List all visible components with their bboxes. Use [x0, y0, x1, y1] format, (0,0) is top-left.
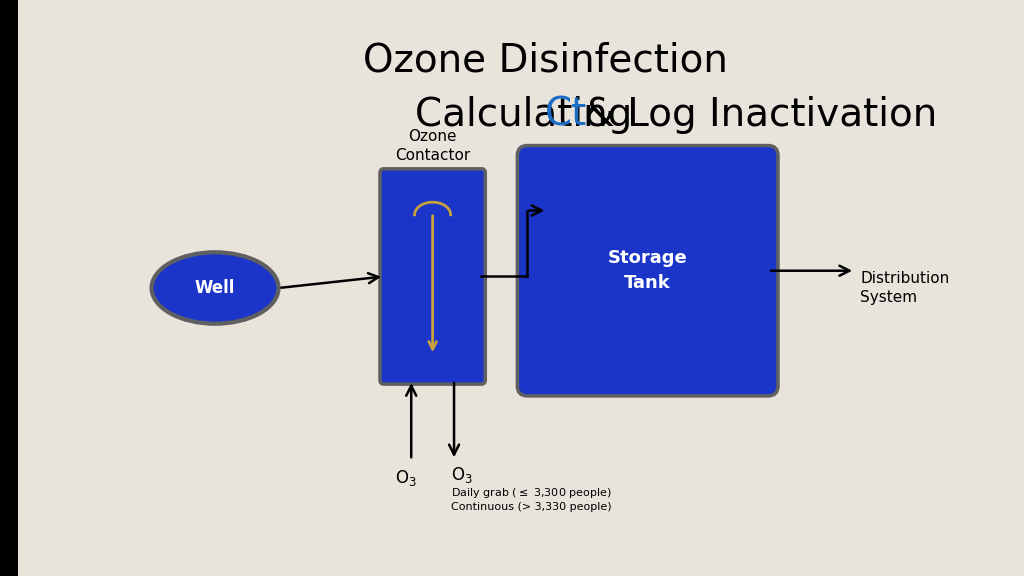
- Text: Daily grab ($\leq$ 3,300 people): Daily grab ($\leq$ 3,300 people): [451, 486, 612, 500]
- Text: Calculating: Calculating: [415, 96, 645, 134]
- Text: Continuous (> 3,330 people): Continuous (> 3,330 people): [451, 502, 611, 512]
- Bar: [0, 0, 18, 576]
- Ellipse shape: [152, 252, 279, 324]
- Text: Ozone
Contactor: Ozone Contactor: [395, 129, 470, 163]
- Text: O$_3$: O$_3$: [395, 468, 417, 488]
- Text: O$_3$: O$_3$: [451, 465, 473, 485]
- Text: Ct: Ct: [545, 96, 587, 134]
- Text: Well: Well: [195, 279, 236, 297]
- Text: & Log Inactivation: & Log Inactivation: [572, 96, 937, 134]
- Text: Ozone Disinfection: Ozone Disinfection: [362, 41, 727, 79]
- FancyBboxPatch shape: [517, 146, 778, 396]
- FancyBboxPatch shape: [380, 169, 485, 384]
- Text: Distribution
System: Distribution System: [860, 271, 949, 305]
- Text: Storage
Tank: Storage Tank: [608, 249, 687, 292]
